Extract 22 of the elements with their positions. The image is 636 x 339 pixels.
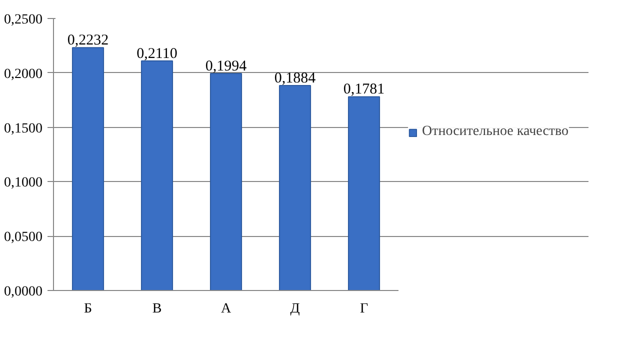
x-tick-label: В: [152, 302, 162, 316]
bar: [348, 96, 380, 290]
data-label: 0,1884: [274, 70, 316, 87]
x-tick-label: Д: [290, 302, 300, 316]
data-label: 0,2110: [136, 46, 178, 62]
y-tick-label: 0,0000: [4, 284, 42, 300]
x-tick-label: Г: [360, 302, 368, 316]
data-label: 0,1781: [343, 82, 385, 98]
legend-label: Относительное качество: [422, 124, 569, 140]
bar: [210, 73, 242, 290]
y-tick-label: 0,2000: [4, 66, 42, 82]
x-tick-label: А: [220, 302, 232, 316]
y-tick-label: 0,2500: [4, 12, 42, 28]
bar: [140, 60, 174, 290]
x-tick-label: Б: [84, 302, 92, 316]
y-tick-label: 0,1500: [4, 121, 42, 136]
data-label: 0,2232: [67, 32, 109, 49]
bar: [278, 85, 312, 290]
y-tick-label: 0,1000: [4, 176, 42, 191]
data-label: 0,1994: [205, 58, 248, 75]
y-tick-label: 0,0500: [4, 230, 42, 246]
bar: [72, 47, 104, 290]
